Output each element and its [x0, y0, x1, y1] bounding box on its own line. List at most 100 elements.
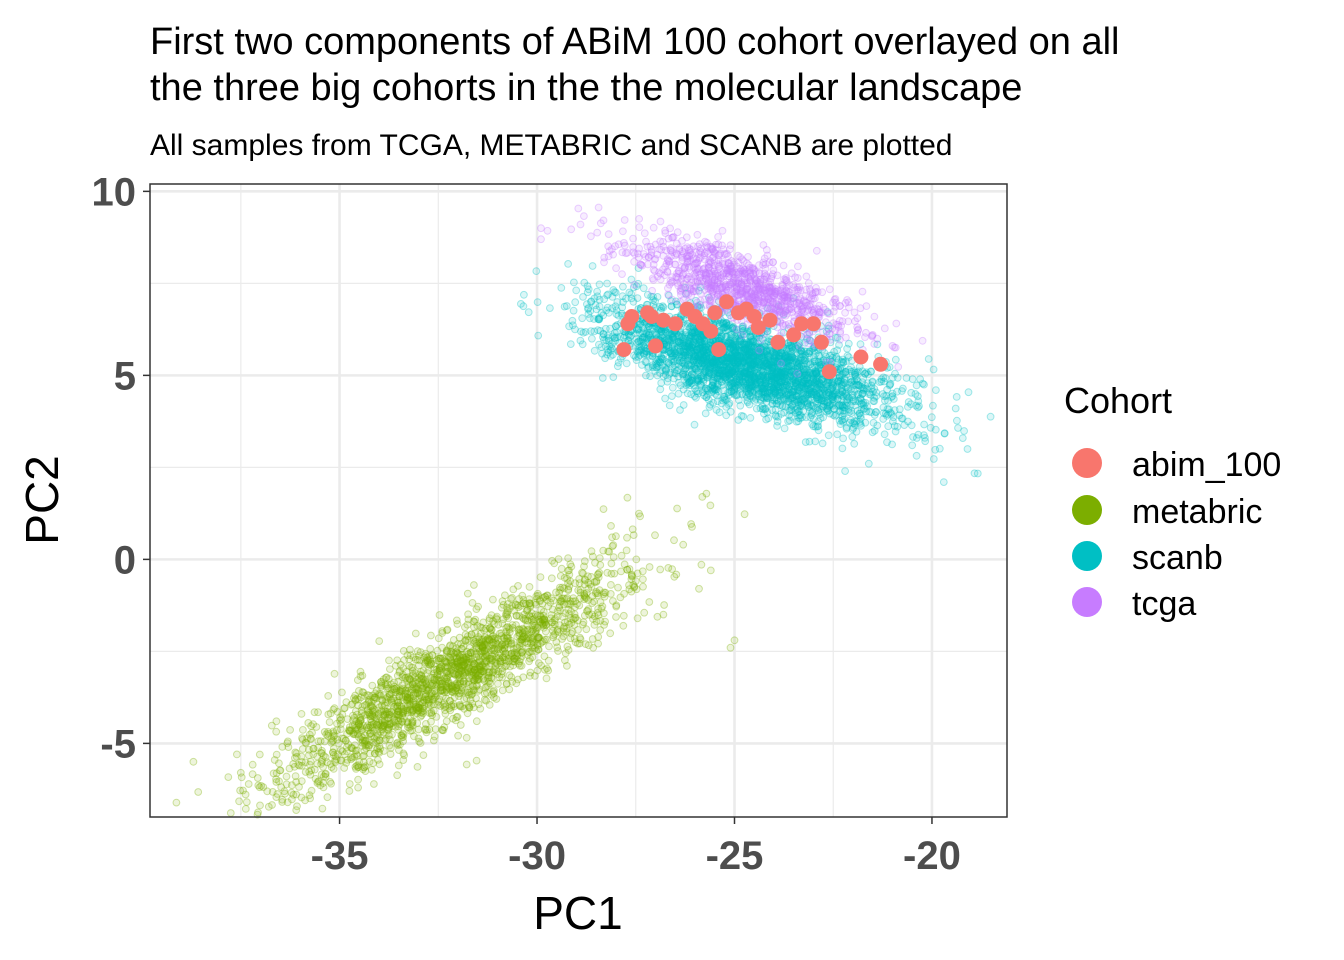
- data-point-metabric: [438, 726, 447, 735]
- data-point-metabric: [536, 639, 545, 648]
- data-point-scanb: [939, 478, 948, 487]
- data-point-scanb: [836, 420, 845, 429]
- data-point-metabric: [616, 593, 625, 602]
- data-point-metabric: [236, 768, 245, 777]
- data-point-metabric: [458, 702, 466, 711]
- data-point-metabric: [409, 707, 417, 716]
- data-point-metabric: [706, 566, 715, 575]
- data-point-metabric: [536, 573, 545, 581]
- data-point-metabric: [403, 690, 412, 699]
- data-point-metabric: [390, 696, 399, 705]
- data-point-scanb: [734, 416, 743, 424]
- data-point-metabric: [588, 552, 597, 561]
- data-point-metabric: [462, 733, 471, 742]
- data-point-metabric: [428, 711, 437, 719]
- data-point-metabric: [530, 619, 538, 628]
- data-point-metabric: [374, 718, 383, 727]
- data-point-scanb: [805, 437, 814, 446]
- data-point-metabric: [582, 625, 591, 634]
- data-point-scanb: [882, 392, 891, 400]
- data-point-scanb: [733, 390, 741, 399]
- data-point-metabric: [291, 748, 300, 757]
- data-point-scanb: [986, 412, 995, 421]
- data-point-metabric: [472, 756, 481, 765]
- data-point-metabric: [455, 692, 463, 700]
- data-point-metabric: [375, 742, 384, 751]
- data-point-metabric: [459, 653, 468, 662]
- data-point-scanb: [964, 388, 973, 397]
- data-point-scanb: [593, 287, 601, 296]
- data-point-metabric: [446, 641, 455, 650]
- data-point-metabric: [406, 714, 415, 722]
- data-point-scanb: [657, 379, 666, 387]
- data-point-metabric: [394, 710, 402, 719]
- data-point-scanb: [893, 373, 902, 382]
- data-point-metabric: [490, 620, 499, 628]
- data-point-metabric: [330, 704, 339, 713]
- data-point-metabric: [519, 599, 528, 608]
- data-point-scanb: [666, 368, 675, 377]
- data-point-metabric: [480, 626, 488, 635]
- data-point-metabric: [501, 649, 510, 658]
- data-point-metabric: [382, 682, 391, 691]
- data-point-scanb: [778, 402, 787, 411]
- data-point-metabric: [529, 641, 538, 650]
- data-point-metabric: [411, 629, 420, 638]
- data-point-scanb: [850, 387, 859, 396]
- data-point-metabric: [502, 610, 510, 619]
- data-point-scanb: [771, 406, 780, 414]
- data-point-metabric: [447, 666, 456, 675]
- data-point-metabric: [449, 652, 458, 661]
- data-point-metabric: [504, 639, 513, 647]
- data-point-metabric: [375, 736, 384, 745]
- data-point-scanb: [747, 333, 756, 342]
- data-point-metabric: [318, 804, 327, 813]
- data-point-metabric: [361, 762, 370, 771]
- data-point-metabric: [425, 655, 434, 664]
- data-point-metabric: [368, 706, 377, 715]
- data-point-metabric: [416, 681, 425, 689]
- data-point-metabric: [481, 683, 490, 692]
- data-point-metabric: [431, 689, 440, 698]
- data-point-metabric: [587, 547, 596, 556]
- data-point-metabric: [450, 702, 458, 711]
- data-point-metabric: [726, 643, 735, 652]
- data-point-metabric: [478, 667, 486, 676]
- data-point-metabric: [494, 635, 502, 643]
- data-point-metabric: [480, 674, 488, 683]
- data-point-metabric: [514, 675, 522, 684]
- data-point-metabric: [350, 721, 359, 729]
- data-point-metabric: [668, 565, 676, 573]
- data-point-metabric: [343, 743, 351, 751]
- data-point-scanb: [814, 422, 823, 430]
- data-point-metabric: [525, 611, 533, 620]
- data-point-metabric: [341, 736, 350, 745]
- data-point-metabric: [393, 671, 402, 680]
- data-point-scanb: [704, 371, 713, 380]
- data-point-scanb: [761, 404, 770, 413]
- data-point-metabric: [272, 717, 281, 726]
- data-point-scanb: [836, 377, 845, 386]
- data-point-metabric: [388, 698, 397, 707]
- data-point-metabric: [467, 630, 476, 639]
- data-point-metabric: [547, 594, 556, 603]
- data-point-metabric: [433, 646, 442, 655]
- data-point-metabric: [563, 642, 572, 651]
- data-point-scanb: [850, 439, 859, 448]
- data-point-metabric: [345, 726, 353, 734]
- data-point-metabric: [457, 688, 466, 696]
- data-point-metabric: [498, 619, 507, 628]
- data-point-metabric: [590, 578, 599, 586]
- data-point-metabric: [492, 695, 501, 703]
- data-point-metabric: [499, 601, 508, 609]
- data-point-metabric: [354, 783, 363, 792]
- data-point-metabric: [481, 649, 490, 658]
- data-point-metabric: [353, 730, 362, 738]
- data-point-scanb: [652, 331, 661, 339]
- data-point-scanb: [749, 393, 757, 402]
- data-point-metabric: [356, 713, 364, 722]
- data-point-metabric: [564, 605, 573, 614]
- data-point-metabric: [336, 756, 345, 765]
- data-point-metabric: [533, 589, 542, 598]
- data-point-metabric: [542, 635, 551, 644]
